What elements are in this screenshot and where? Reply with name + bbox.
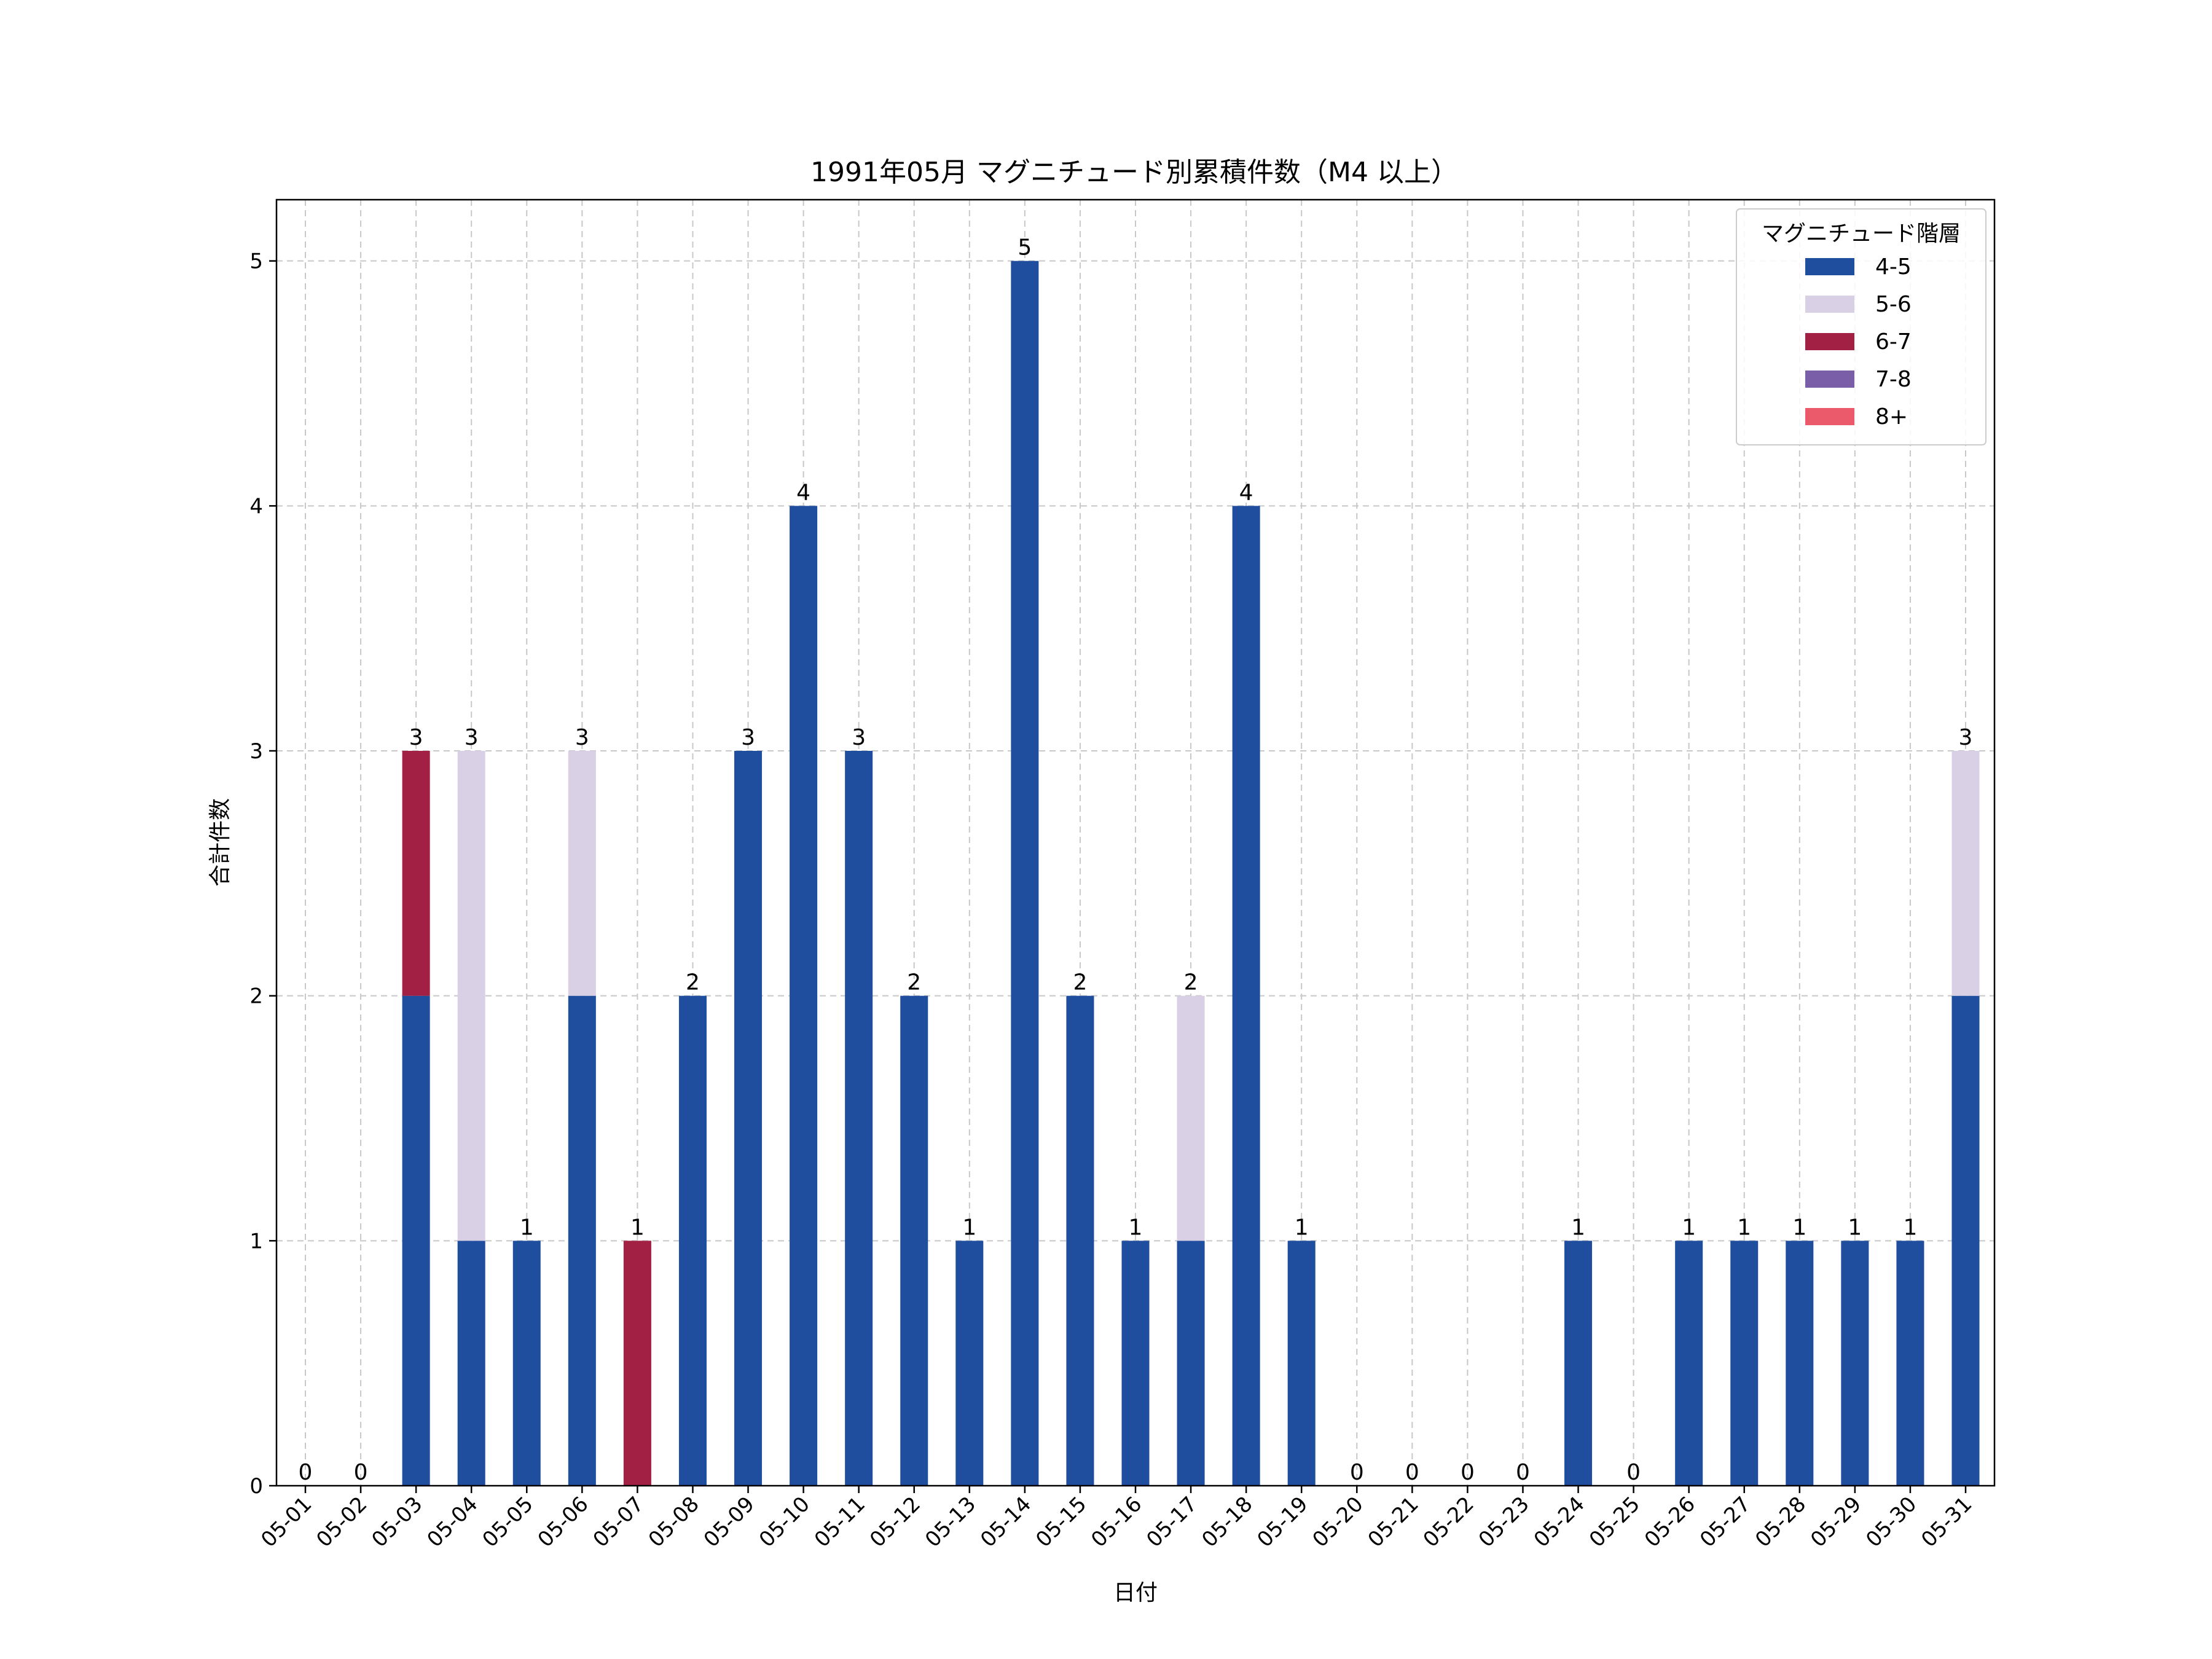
bar-segment-4-5-05-05 — [512, 1241, 541, 1486]
bar-segment-4-5-05-11 — [845, 751, 873, 1486]
bar-segment-4-5-05-14 — [1011, 261, 1039, 1486]
bar-segment-4-5-05-12 — [900, 995, 928, 1486]
bar-segment-4-5-05-04 — [457, 1241, 485, 1486]
bar-segment-4-5-05-27 — [1730, 1241, 1759, 1486]
bar-segment-5-6-05-17 — [1177, 995, 1205, 1241]
bar-segment-4-5-05-31 — [1951, 995, 1980, 1486]
bar-segment-4-5-05-19 — [1287, 1241, 1316, 1486]
data-label-05-18: 4 — [1239, 480, 1253, 505]
y-tick-label: 0 — [249, 1474, 263, 1499]
legend-label-8+: 8+ — [1875, 404, 1908, 429]
data-label-05-23: 0 — [1516, 1460, 1530, 1485]
bars — [402, 261, 1980, 1486]
legend-label-5-6: 5-6 — [1875, 292, 1912, 317]
legend-swatch-5-6 — [1805, 296, 1854, 313]
data-label-05-01: 0 — [299, 1460, 313, 1485]
data-label-05-15: 2 — [1073, 970, 1087, 995]
data-label-05-28: 1 — [1792, 1215, 1806, 1240]
y-tick-label: 3 — [249, 739, 263, 764]
data-label-05-11: 3 — [852, 725, 866, 750]
data-label-05-10: 4 — [796, 480, 810, 505]
bar-segment-4-5-05-30 — [1896, 1241, 1924, 1486]
bar-segment-5-6-05-04 — [457, 751, 485, 1241]
data-label-05-21: 0 — [1405, 1460, 1419, 1485]
bar-segment-4-5-05-10 — [790, 506, 818, 1486]
data-label-05-02: 0 — [354, 1460, 368, 1485]
data-label-05-16: 1 — [1129, 1215, 1143, 1240]
data-label-05-06: 3 — [575, 725, 589, 750]
legend-swatch-6-7 — [1805, 333, 1854, 350]
bar-segment-5-6-05-31 — [1951, 751, 1980, 996]
y-tick-label: 4 — [249, 494, 263, 519]
data-label-05-04: 3 — [465, 725, 479, 750]
legend-swatch-7-8 — [1805, 371, 1854, 388]
chart-title: 1991年05月 マグニチュード別累積件数（M4 以上） — [810, 157, 1458, 188]
bar-segment-4-5-05-15 — [1066, 995, 1094, 1486]
data-label-05-09: 3 — [741, 725, 755, 750]
data-label-05-19: 1 — [1295, 1215, 1309, 1240]
bar-segment-4-5-05-24 — [1564, 1241, 1593, 1486]
data-label-05-13: 1 — [962, 1215, 976, 1240]
bar-segment-4-5-05-09 — [734, 751, 763, 1486]
bar-segment-4-5-05-16 — [1121, 1241, 1150, 1486]
y-tick-label: 5 — [249, 249, 263, 274]
legend-label-7-8: 7-8 — [1875, 367, 1912, 392]
data-label-05-27: 1 — [1737, 1215, 1751, 1240]
data-label-05-17: 2 — [1184, 970, 1198, 995]
bar-segment-4-5-05-26 — [1675, 1241, 1703, 1486]
data-labels: 0 0 3 3 1 3 1 2 3 4 3 2 1 5 2 1 2 4 1 0 0 0 0 1 0 1 1 1 1 1 3 — [299, 235, 1973, 1485]
bar-segment-6-7-05-07 — [623, 1241, 651, 1486]
bar-segment-5-6-05-06 — [568, 751, 596, 996]
data-label-05-25: 0 — [1626, 1460, 1641, 1485]
bar-segment-4-5-05-28 — [1786, 1241, 1814, 1486]
bar-segment-4-5-05-13 — [955, 1241, 984, 1486]
data-label-05-05: 1 — [520, 1215, 534, 1240]
y-tick-label: 1 — [249, 1229, 263, 1253]
y-axis-title: 合計件数 — [208, 798, 233, 887]
legend: マグニチュード階層 4-5 5-6 6-7 7-8 8+ — [1736, 208, 1986, 445]
x-axis-title: 日付 — [1113, 1580, 1158, 1606]
data-label-05-03: 3 — [409, 725, 423, 750]
legend-title: マグニチュード階層 — [1762, 221, 1961, 246]
bar-segment-4-5-05-03 — [402, 995, 430, 1486]
legend-swatch-8+ — [1805, 408, 1854, 425]
data-label-05-29: 1 — [1848, 1215, 1862, 1240]
bar-segment-4-5-05-29 — [1841, 1241, 1869, 1486]
legend-box — [1736, 208, 1986, 445]
legend-swatch-4-5 — [1805, 258, 1854, 275]
legend-label-4-5: 4-5 — [1875, 254, 1912, 280]
bar-segment-6-7-05-03 — [402, 751, 430, 996]
data-label-05-07: 1 — [630, 1215, 645, 1240]
data-label-05-08: 2 — [686, 970, 700, 995]
data-label-05-14: 5 — [1018, 235, 1032, 261]
bar-segment-4-5-05-06 — [568, 995, 596, 1486]
data-label-05-30: 1 — [1903, 1215, 1917, 1240]
data-label-05-31: 3 — [1959, 725, 1973, 750]
data-label-05-22: 0 — [1461, 1460, 1475, 1485]
data-label-05-12: 2 — [907, 970, 921, 995]
bar-segment-4-5-05-08 — [678, 995, 707, 1486]
data-label-05-24: 1 — [1571, 1215, 1585, 1240]
legend-label-6-7: 6-7 — [1875, 329, 1912, 355]
data-label-05-26: 1 — [1682, 1215, 1696, 1240]
data-label-05-20: 0 — [1350, 1460, 1364, 1485]
bar-segment-4-5-05-18 — [1232, 506, 1260, 1486]
bar-segment-4-5-05-17 — [1177, 1241, 1205, 1486]
legend-items: 4-5 5-6 6-7 7-8 8+ — [1805, 254, 1912, 429]
y-tick-label: 2 — [249, 984, 263, 1009]
